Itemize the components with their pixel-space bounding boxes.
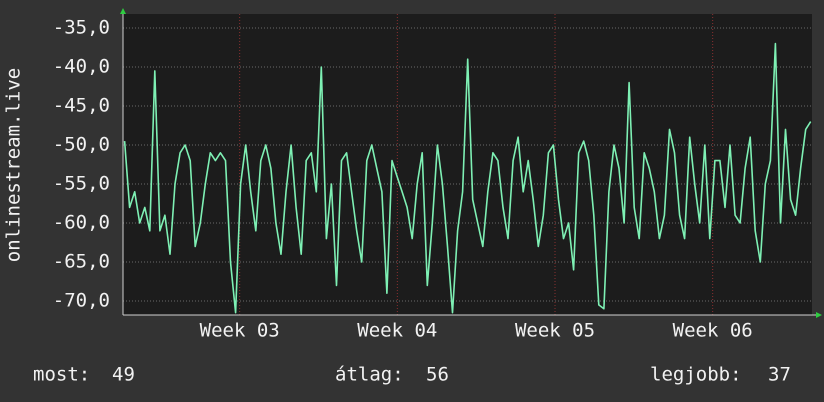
marks bbox=[123, 42, 812, 314]
data-line bbox=[123, 42, 812, 314]
y-tick-label: -55,0 bbox=[53, 172, 110, 194]
x-tick-label: Week 05 bbox=[515, 320, 595, 342]
footer-label: legjobb: bbox=[650, 364, 742, 386]
y-axis-label: onlinestream.live bbox=[3, 68, 25, 262]
footer-value: 49 bbox=[112, 364, 135, 386]
footer-value: 37 bbox=[768, 364, 791, 386]
y-tick-label: -50,0 bbox=[53, 134, 110, 156]
footer-label: átlag: bbox=[335, 364, 404, 386]
y-tick-label: -35,0 bbox=[53, 17, 110, 39]
x-tick-label: Week 04 bbox=[357, 320, 437, 342]
y-tick-label: -45,0 bbox=[53, 95, 110, 117]
footer-label: most: bbox=[33, 364, 90, 386]
y-tick-label: -40,0 bbox=[53, 56, 110, 78]
x-arrow bbox=[816, 312, 822, 318]
x-tick-label: Week 03 bbox=[200, 320, 280, 342]
y-tick-label: -60,0 bbox=[53, 211, 110, 233]
y-tick-label: -65,0 bbox=[53, 250, 110, 272]
y-arrow bbox=[120, 8, 126, 14]
x-tick-label: Week 06 bbox=[673, 320, 753, 342]
y-tick-label: -70,0 bbox=[53, 289, 110, 311]
footer-value: 56 bbox=[426, 364, 449, 386]
